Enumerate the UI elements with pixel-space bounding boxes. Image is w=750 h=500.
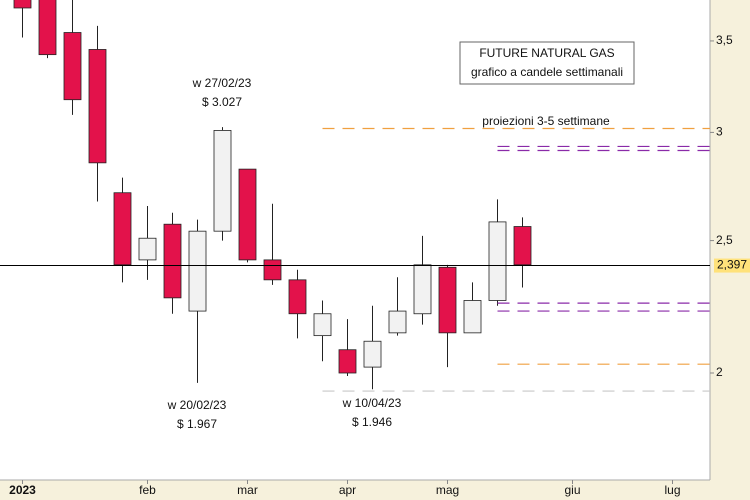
candle-body	[88, 49, 107, 164]
candle-body	[63, 32, 82, 101]
candle-body	[213, 130, 232, 232]
candle-body	[38, 0, 57, 56]
annotation: w 20/02/23	[167, 398, 227, 412]
x-tick-label: 2023	[9, 483, 36, 497]
annotation: $ 1.967	[177, 417, 217, 431]
title-box	[459, 41, 635, 85]
y-tick-label: 3	[716, 125, 723, 139]
x-tick-label: mar	[237, 483, 258, 497]
candle-body	[363, 340, 382, 368]
annotation: $ 1.946	[352, 415, 392, 429]
candle-body	[138, 237, 157, 261]
candle-body	[338, 349, 357, 374]
candle-body	[188, 230, 207, 312]
y-tick-label: 3,5	[716, 33, 733, 47]
projection-label: proiezioni 3-5 settimane	[482, 114, 610, 128]
title-line: grafico a candele settimanali	[471, 65, 623, 79]
current-price-badge	[714, 258, 750, 273]
candle-body	[488, 221, 507, 301]
candle-body	[463, 300, 482, 334]
x-tick-label: mag	[436, 483, 459, 497]
candle-body	[513, 226, 532, 266]
candle-body	[413, 264, 432, 315]
candle-body	[113, 192, 132, 266]
candle-body	[163, 223, 182, 299]
x-tick-label: giu	[564, 483, 580, 497]
annotation: w 27/02/23	[192, 76, 252, 90]
x-tick-label: lug	[664, 483, 680, 497]
candle-body	[263, 259, 282, 281]
candle-body	[238, 168, 257, 261]
y-tick-label: 2	[716, 365, 723, 379]
annotation: $ 3.027	[202, 95, 242, 109]
candle-body	[388, 310, 407, 334]
current-price-label: 2,397	[717, 258, 747, 272]
candle-body	[313, 313, 332, 337]
candle-body	[288, 279, 307, 315]
x-tick-label: feb	[139, 483, 156, 497]
candles	[13, 0, 532, 390]
candle-body	[438, 266, 457, 334]
y-tick-label: 2,5	[716, 233, 733, 247]
annotation: w 10/04/23	[342, 396, 402, 410]
candle-body	[13, 0, 32, 9]
title-line: FUTURE NATURAL GAS	[479, 46, 614, 60]
x-tick-label: apr	[339, 483, 356, 497]
